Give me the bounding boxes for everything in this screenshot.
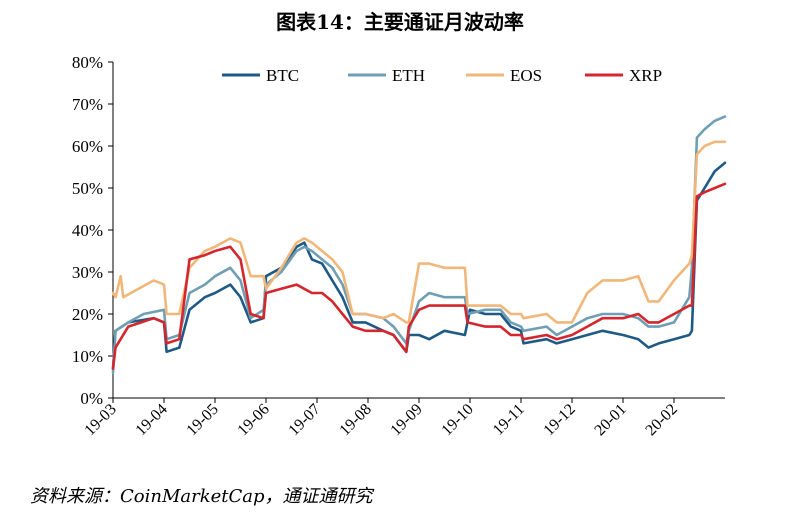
x-tick-label: 19-08 <box>336 401 374 439</box>
y-tick-label: 40% <box>72 221 103 240</box>
y-tick-label: 80% <box>72 53 103 72</box>
series-line-eos <box>111 140 727 324</box>
x-tick-label: 19-05 <box>183 401 221 439</box>
y-tick-label: 60% <box>72 137 103 156</box>
legend-label-eth: ETH <box>392 66 425 85</box>
chart-title: 图表14：主要通证月波动率 <box>276 10 524 34</box>
legend-label-eos: EOS <box>510 66 542 85</box>
x-tick-label: 19-04 <box>132 401 170 439</box>
line-chart: 0%10%20%30%40%50%60%70%80% 19-03 19-04 19-… <box>72 53 727 439</box>
x-tick-label: 19-11 <box>490 401 528 439</box>
y-tick-label: 10% <box>72 347 103 366</box>
x-tick-label: 19-10 <box>438 401 476 439</box>
y-axis-ticks: 0% 10% 20% 30% 40% 50% 60% 70% 80% <box>72 53 113 408</box>
chart-axes <box>112 62 725 399</box>
x-tick-label: 20-01 <box>591 401 629 439</box>
legend-label-btc: BTC <box>266 66 299 85</box>
y-tick-label: 20% <box>72 305 103 324</box>
legend: BTC ETH EOS XRP <box>222 66 662 85</box>
x-tick-label: 19-12 <box>540 401 578 439</box>
series-line-xrp <box>111 182 727 370</box>
source-note: 资料来源：CoinMarketCap，通证通研究 <box>30 486 373 507</box>
series-lines <box>111 115 727 375</box>
y-tick-label: 50% <box>72 179 103 198</box>
x-tick-label: 19-09 <box>387 401 425 439</box>
x-tick-label: 19-06 <box>234 401 272 439</box>
x-tick-label: 20-02 <box>642 401 680 439</box>
x-tick-label: 19-07 <box>285 401 323 439</box>
y-tick-label: 70% <box>72 95 103 114</box>
x-axis-ticks: 19-03 19-04 19-05 19-06 19-07 19-08 19-09 19-10… <box>81 398 681 439</box>
y-tick-label: 30% <box>72 263 103 282</box>
legend-label-xrp: XRP <box>629 66 662 85</box>
y-tick-label: 0% <box>80 389 103 408</box>
